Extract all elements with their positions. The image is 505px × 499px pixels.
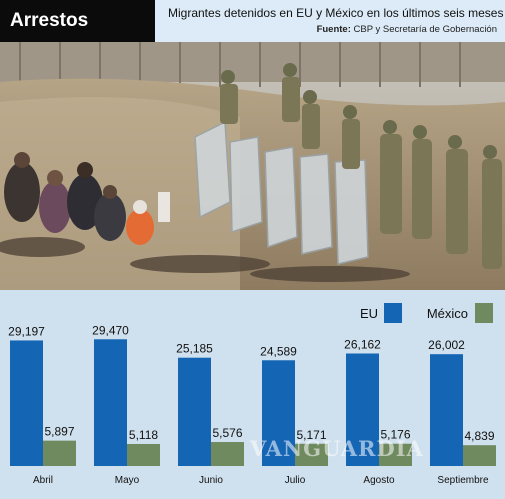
legend-swatch-mexico: [475, 303, 493, 323]
header: Arrestos Migrantes detenidos en EU y Méx…: [0, 0, 505, 42]
bar-mexico-agosto: [379, 443, 412, 466]
bar-eu-abril: [10, 340, 43, 466]
value-label-mexico-septiembre: 4,839: [464, 429, 494, 443]
value-label-mexico-mayo: 5,118: [129, 428, 158, 442]
border-photo-illustration: [0, 42, 505, 290]
bar-mexico-abril: [43, 440, 76, 466]
source-line: Fuente: CBP y Secretaría de Gobernación: [317, 24, 497, 35]
value-label-eu-mayo: 29,470: [92, 323, 129, 337]
bar-mexico-junio: [211, 442, 244, 466]
category-label-junio: Junio: [199, 475, 223, 486]
bar-group: [10, 339, 496, 466]
value-label-mexico-abril: 5,897: [44, 425, 74, 439]
bar-mexico-mayo: [127, 443, 160, 466]
category-label-septiembre: Septiembre: [437, 475, 489, 486]
bar-eu-septiembre: [430, 354, 463, 466]
page-title: Arrestos: [0, 0, 155, 42]
bar-chart-svg: EU México 29,197 5,897 29,470 5,118 25,185 5,5…: [8, 303, 496, 486]
value-label-eu-julio: 24,589: [260, 344, 297, 358]
source-text: CBP y Secretaría de Gobernación: [353, 24, 497, 35]
bar-eu-julio: [262, 360, 295, 466]
category-label-mayo: Mayo: [115, 475, 140, 486]
legend-label-eu: EU: [360, 306, 378, 321]
category-label-agosto: Agosto: [363, 475, 395, 486]
category-label-group: Abril Mayo Junio Julio Agosto Septiembre: [33, 475, 489, 486]
legend-swatch-eu: [384, 303, 402, 323]
value-label-eu-septiembre: 26,002: [428, 338, 465, 352]
value-label-mexico-junio: 5,576: [212, 426, 242, 440]
value-label-group: 29,197 5,897 29,470 5,118 25,185 5,576 24,589 5…: [8, 323, 495, 443]
category-label-abril: Abril: [33, 475, 53, 486]
legend: EU México: [360, 303, 493, 323]
value-label-eu-agosto: 26,162: [344, 338, 381, 352]
legend-label-mexico: México: [427, 306, 468, 321]
bar-chart: EU México 29,197 5,897 29,470 5,118 25,185 5,5…: [0, 290, 505, 494]
bar-eu-mayo: [94, 339, 127, 466]
news-photo: [0, 42, 505, 290]
value-label-mexico-agosto: 5,176: [380, 428, 410, 442]
value-label-eu-junio: 25,185: [176, 342, 213, 356]
bar-mexico-julio: [295, 443, 328, 466]
chart-subtitle: Migrantes detenidos en EU y México en lo…: [168, 6, 504, 20]
bar-mexico-septiembre: [463, 445, 496, 466]
bar-eu-junio: [178, 357, 211, 466]
bar-eu-agosto: [346, 353, 379, 466]
value-label-mexico-julio: 5,171: [296, 428, 326, 442]
category-label-julio: Julio: [285, 475, 306, 486]
value-label-eu-abril: 29,197: [8, 324, 45, 338]
source-label: Fuente:: [316, 24, 351, 35]
